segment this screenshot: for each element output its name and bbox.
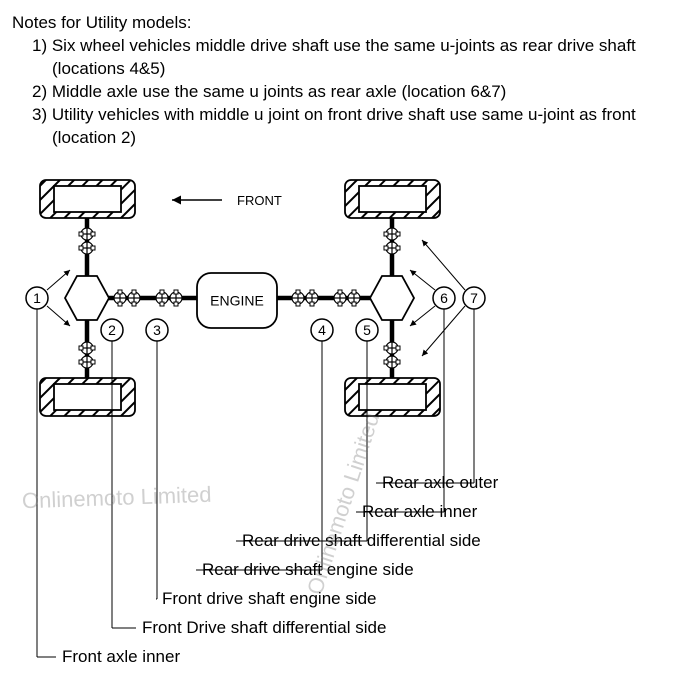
callout-label-6: Rear axle inner	[362, 502, 478, 521]
ujoint-v-4	[384, 228, 400, 240]
engine-label: ENGINE	[210, 293, 264, 309]
callout-label-4: Rear drive shaft engine side	[202, 560, 414, 579]
ujoint-v-7	[384, 356, 400, 368]
callout-num-1: 1	[33, 290, 41, 306]
callout-num-3: 3	[153, 322, 161, 338]
ujoint-h-5	[306, 290, 318, 306]
ujoint-h-3	[170, 290, 182, 306]
ujoint-h-1	[128, 290, 140, 306]
front-differential	[65, 276, 109, 320]
note-1: 1) Six wheel vehicles middle drive shaft…	[12, 35, 688, 81]
ujoint-v-1	[79, 242, 95, 254]
notes-title: Notes for Utility models:	[12, 12, 688, 35]
callout-label-2: Front Drive shaft differential side	[142, 618, 386, 637]
callout-label-5: Rear drive shaft differential side	[242, 531, 481, 550]
ujoint-v-2	[79, 342, 95, 354]
front-label: FRONT	[237, 193, 282, 208]
callout-label-3: Front drive shaft engine side	[162, 589, 377, 608]
diagram-svg: ENGINE FRONT 1 2 3 4 5 6 7 Front axle inner Front …	[12, 170, 688, 688]
notes-block: Notes for Utility models: 1) Six wheel v…	[12, 12, 688, 150]
callout-num-5: 5	[363, 322, 371, 338]
ujoint-v-3	[79, 356, 95, 368]
callout-num-2: 2	[108, 322, 116, 338]
ujoint-h-7	[348, 290, 360, 306]
ujoint-h-6	[334, 290, 346, 306]
callout-label-1: Front axle inner	[62, 647, 180, 666]
ujoint-h-0	[114, 290, 126, 306]
ujoint-v-0	[79, 228, 95, 240]
callout-num-6: 6	[440, 290, 448, 306]
ujoint-v-6	[384, 342, 400, 354]
note-3: 3) Utility vehicles with middle u joint …	[12, 104, 688, 150]
callout-num-4: 4	[318, 322, 326, 338]
rear-differential	[370, 276, 414, 320]
callout-num-7: 7	[470, 290, 478, 306]
callout-label-7: Rear axle outer	[382, 473, 499, 492]
note-2: 2) Middle axle use the same u joints as …	[12, 81, 688, 104]
ujoint-h-2	[156, 290, 168, 306]
ujoint-v-5	[384, 242, 400, 254]
ujoint-h-4	[292, 290, 304, 306]
diagram: Onlinemoto Limited Onlinemoto Limited EN…	[12, 170, 688, 688]
